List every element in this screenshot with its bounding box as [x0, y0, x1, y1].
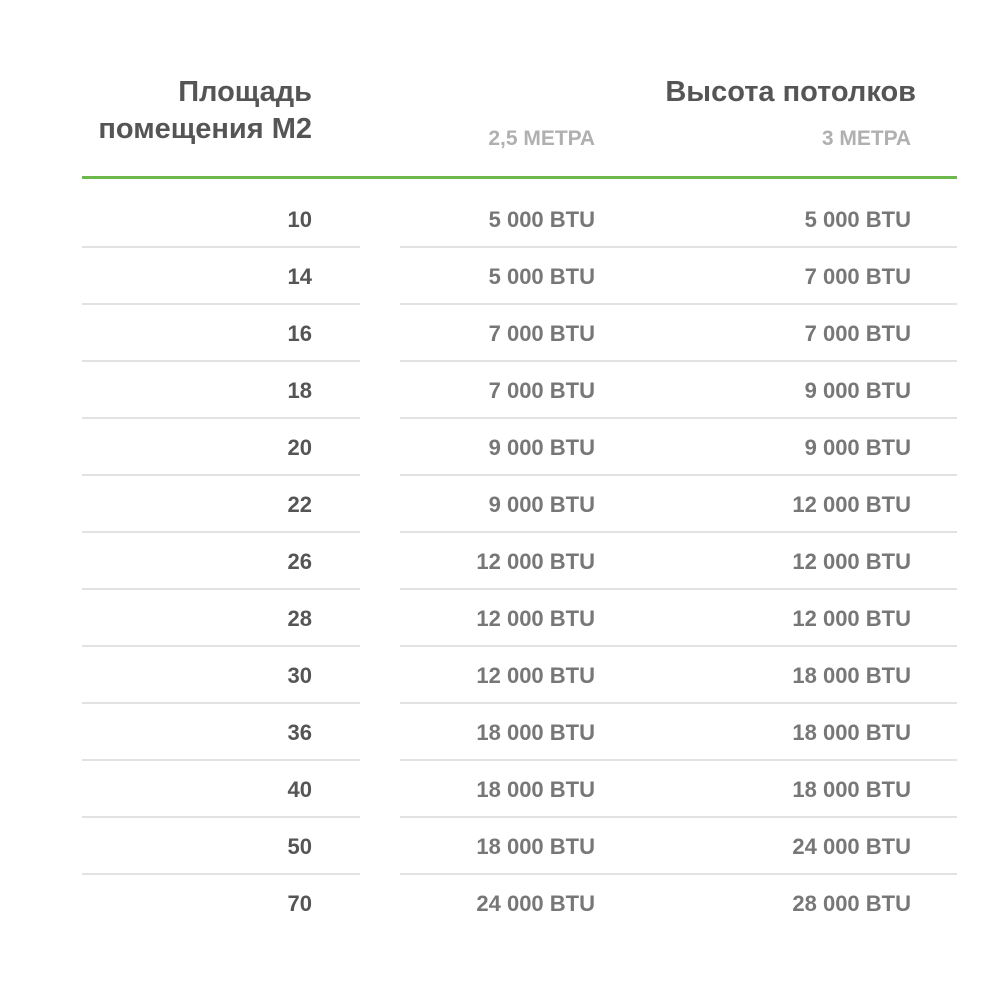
- area-cell: 14: [287, 264, 312, 289]
- row-separator: [400, 816, 957, 818]
- btu-2-5m-cell: 9 000 BTU: [488, 492, 595, 517]
- row-separator: [400, 246, 957, 248]
- area-cell: 18: [287, 378, 312, 403]
- table-row: 30 12 000 BTU 18 000 BTU: [0, 648, 1000, 705]
- btu-2-5m-cell: 12 000 BTU: [476, 549, 595, 574]
- table-row: 40 18 000 BTU 18 000 BTU: [0, 762, 1000, 819]
- row-separator: [82, 303, 360, 305]
- row-separator: [82, 417, 360, 419]
- area-cell: 50: [287, 834, 312, 859]
- table-row: 50 18 000 BTU 24 000 BTU: [0, 819, 1000, 876]
- table-row: 14 5 000 BTU 7 000 BTU: [0, 249, 1000, 306]
- btu-3m-cell: 12 000 BTU: [792, 549, 911, 574]
- table-row: 10 5 000 BTU 5 000 BTU: [0, 192, 1000, 249]
- row-separator: [82, 816, 360, 818]
- btu-3m-cell: 7 000 BTU: [804, 321, 911, 346]
- table-row: 36 18 000 BTU 18 000 BTU: [0, 705, 1000, 762]
- ceiling-height-header: Высота потолков: [665, 76, 916, 108]
- row-separator: [82, 702, 360, 704]
- btu-2-5m-cell: 18 000 BTU: [476, 720, 595, 745]
- area-cell: 10: [287, 207, 312, 232]
- area-cell: 20: [287, 435, 312, 460]
- row-separator: [400, 645, 957, 647]
- area-cell: 70: [287, 891, 312, 916]
- btu-3m-cell: 12 000 BTU: [792, 606, 911, 631]
- row-separator: [400, 759, 957, 761]
- btu-3m-cell: 18 000 BTU: [792, 777, 911, 802]
- row-separator: [400, 531, 957, 533]
- table-row: 20 9 000 BTU 9 000 BTU: [0, 420, 1000, 477]
- area-cell: 30: [287, 663, 312, 688]
- header-divider: [82, 176, 957, 179]
- row-separator: [82, 474, 360, 476]
- row-separator: [400, 873, 957, 875]
- table-row: 70 24 000 BTU 28 000 BTU: [0, 876, 1000, 933]
- area-cell: 28: [287, 606, 312, 631]
- row-separator: [400, 360, 957, 362]
- btu-2-5m-cell: 18 000 BTU: [476, 834, 595, 859]
- btu-3m-cell: 7 000 BTU: [804, 264, 911, 289]
- btu-3m-cell: 24 000 BTU: [792, 834, 911, 859]
- area-cell: 40: [287, 777, 312, 802]
- row-separator: [82, 759, 360, 761]
- row-separator: [82, 645, 360, 647]
- area-header-line2: помещения М2: [98, 113, 312, 145]
- area-cell: 22: [287, 492, 312, 517]
- btu-2-5m-cell: 7 000 BTU: [488, 321, 595, 346]
- btu-3m-cell: 28 000 BTU: [792, 891, 911, 916]
- table-row: 16 7 000 BTU 7 000 BTU: [0, 306, 1000, 363]
- row-separator: [400, 303, 957, 305]
- btu-3m-cell: 9 000 BTU: [804, 378, 911, 403]
- btu-2-5m-cell: 9 000 BTU: [488, 435, 595, 460]
- btu-3m-cell: 5 000 BTU: [804, 207, 911, 232]
- table-row: 22 9 000 BTU 12 000 BTU: [0, 477, 1000, 534]
- row-separator: [82, 873, 360, 875]
- row-separator: [400, 474, 957, 476]
- area-column-header: Площадь помещения М2: [98, 74, 312, 148]
- btu-2-5m-cell: 7 000 BTU: [488, 378, 595, 403]
- table-row: 28 12 000 BTU 12 000 BTU: [0, 591, 1000, 648]
- row-separator: [400, 588, 957, 590]
- area-cell: 16: [287, 321, 312, 346]
- btu-3m-cell: 12 000 BTU: [792, 492, 911, 517]
- btu-2-5m-cell: 18 000 BTU: [476, 777, 595, 802]
- btu-3m-cell: 18 000 BTU: [792, 720, 911, 745]
- btu-2-5m-cell: 12 000 BTU: [476, 606, 595, 631]
- column-header-3m: 3 МЕТРА: [821, 127, 911, 150]
- row-separator: [82, 588, 360, 590]
- btu-3m-cell: 18 000 BTU: [792, 663, 911, 688]
- column-header-2-5m: 2,5 МЕТРА: [488, 127, 595, 150]
- row-separator: [400, 417, 957, 419]
- row-separator: [400, 702, 957, 704]
- row-separator: [82, 360, 360, 362]
- btu-2-5m-cell: 5 000 BTU: [488, 264, 595, 289]
- area-header-line1: Площадь: [178, 76, 312, 108]
- area-cell: 26: [287, 549, 312, 574]
- btu-2-5m-cell: 5 000 BTU: [488, 207, 595, 232]
- table-row: 18 7 000 BTU 9 000 BTU: [0, 363, 1000, 420]
- table-body: 10 5 000 BTU 5 000 BTU 14 5 000 BTU 7 000 BTU…: [0, 192, 1000, 933]
- table-row: 26 12 000 BTU 12 000 BTU: [0, 534, 1000, 591]
- btu-2-5m-cell: 12 000 BTU: [476, 663, 595, 688]
- area-cell: 36: [287, 720, 312, 745]
- btu-3m-cell: 9 000 BTU: [804, 435, 911, 460]
- btu-2-5m-cell: 24 000 BTU: [476, 891, 595, 916]
- row-separator: [82, 246, 360, 248]
- row-separator: [82, 531, 360, 533]
